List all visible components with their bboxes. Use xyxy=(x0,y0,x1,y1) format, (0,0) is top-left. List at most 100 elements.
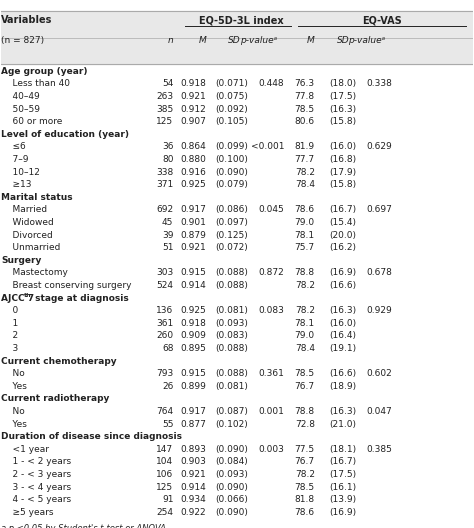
Text: Marital status: Marital status xyxy=(1,193,73,202)
Text: M: M xyxy=(199,36,206,45)
Text: (17.5): (17.5) xyxy=(329,470,356,479)
Text: 0.921: 0.921 xyxy=(181,92,206,101)
Text: 0.864: 0.864 xyxy=(181,143,206,152)
Text: (0.090): (0.090) xyxy=(215,508,248,517)
Text: Mastectomy: Mastectomy xyxy=(1,268,68,277)
Text: (16.4): (16.4) xyxy=(329,332,356,341)
Text: 0.917: 0.917 xyxy=(181,205,206,214)
Text: 78.1: 78.1 xyxy=(295,231,315,240)
Text: (21.0): (21.0) xyxy=(329,420,356,429)
Text: 78.8: 78.8 xyxy=(295,268,315,277)
Text: <1 year: <1 year xyxy=(1,445,49,454)
Text: (0.099): (0.099) xyxy=(215,143,248,152)
Text: 40–49: 40–49 xyxy=(1,92,40,101)
Text: 78.8: 78.8 xyxy=(295,407,315,416)
Text: p-valueᵃ: p-valueᵃ xyxy=(348,36,385,45)
Text: 0.918: 0.918 xyxy=(181,79,206,88)
Text: 0.925: 0.925 xyxy=(181,180,206,189)
Text: 77.8: 77.8 xyxy=(295,92,315,101)
Text: 0.921: 0.921 xyxy=(181,243,206,252)
Text: Surgery: Surgery xyxy=(1,256,42,265)
Text: 78.2: 78.2 xyxy=(295,306,315,315)
Text: 3: 3 xyxy=(1,344,18,353)
Text: (16.2): (16.2) xyxy=(329,243,356,252)
Text: (0.086): (0.086) xyxy=(215,205,248,214)
Text: 0.047: 0.047 xyxy=(367,407,392,416)
Text: 0.915: 0.915 xyxy=(181,369,206,378)
Text: 79.0: 79.0 xyxy=(295,218,315,227)
Text: (0.090): (0.090) xyxy=(215,445,248,454)
Text: 0.895: 0.895 xyxy=(181,344,206,353)
Text: 51: 51 xyxy=(162,243,173,252)
Text: Level of education (year): Level of education (year) xyxy=(1,130,129,139)
Text: (16.7): (16.7) xyxy=(329,205,356,214)
Text: (0.084): (0.084) xyxy=(215,457,248,466)
Text: SD: SD xyxy=(228,36,241,45)
Text: 1: 1 xyxy=(1,319,18,328)
Text: 78.4: 78.4 xyxy=(295,344,315,353)
Text: (0.066): (0.066) xyxy=(215,495,248,504)
Text: 78.6: 78.6 xyxy=(295,508,315,517)
Text: (0.105): (0.105) xyxy=(215,117,248,126)
Text: (16.3): (16.3) xyxy=(329,407,356,416)
Text: 39: 39 xyxy=(162,231,173,240)
Text: 77.5: 77.5 xyxy=(295,445,315,454)
Text: (15.8): (15.8) xyxy=(329,180,356,189)
Text: 91: 91 xyxy=(162,495,173,504)
Text: (0.100): (0.100) xyxy=(215,155,248,164)
Text: 793: 793 xyxy=(156,369,173,378)
Text: 0.907: 0.907 xyxy=(181,117,206,126)
Text: Married: Married xyxy=(1,205,47,214)
Text: (16.6): (16.6) xyxy=(329,281,356,290)
Text: 78.2: 78.2 xyxy=(295,167,315,176)
Text: (0.087): (0.087) xyxy=(215,407,248,416)
Text: No: No xyxy=(1,369,25,378)
Text: 125: 125 xyxy=(156,117,173,126)
Text: M: M xyxy=(307,36,315,45)
Text: (0.071): (0.071) xyxy=(215,79,248,88)
Text: (16.9): (16.9) xyxy=(329,508,356,517)
Text: 0.877: 0.877 xyxy=(181,420,206,429)
Text: (20.0): (20.0) xyxy=(329,231,356,240)
Text: (0.093): (0.093) xyxy=(215,470,248,479)
Text: 0: 0 xyxy=(1,306,18,315)
Text: 0.879: 0.879 xyxy=(181,231,206,240)
Text: 75.7: 75.7 xyxy=(295,243,315,252)
Text: AJCC 7: AJCC 7 xyxy=(1,294,35,303)
Text: 0.361: 0.361 xyxy=(258,369,284,378)
Text: Divorced: Divorced xyxy=(1,231,53,240)
Text: Breast conserving surgery: Breast conserving surgery xyxy=(1,281,132,290)
Text: 136: 136 xyxy=(156,306,173,315)
Text: 524: 524 xyxy=(156,281,173,290)
Text: 303: 303 xyxy=(156,268,173,277)
Text: (0.125): (0.125) xyxy=(215,231,248,240)
Text: 54: 54 xyxy=(162,79,173,88)
Text: (16.7): (16.7) xyxy=(329,457,356,466)
Text: 2 - < 3 years: 2 - < 3 years xyxy=(1,470,72,479)
Text: 79.0: 79.0 xyxy=(295,332,315,341)
Text: 55: 55 xyxy=(162,420,173,429)
Text: (0.093): (0.093) xyxy=(215,319,248,328)
Text: 77.7: 77.7 xyxy=(295,155,315,164)
Text: Yes: Yes xyxy=(1,382,27,391)
Text: 78.5: 78.5 xyxy=(295,369,315,378)
Text: (0.088): (0.088) xyxy=(215,344,248,353)
Text: (0.083): (0.083) xyxy=(215,332,248,341)
Text: 80.6: 80.6 xyxy=(295,117,315,126)
Text: (0.079): (0.079) xyxy=(215,180,248,189)
Text: SD: SD xyxy=(337,36,349,45)
Text: 0.602: 0.602 xyxy=(367,369,392,378)
Text: 0.083: 0.083 xyxy=(258,306,284,315)
Text: n: n xyxy=(168,36,173,45)
Text: 0.629: 0.629 xyxy=(367,143,392,152)
Text: 0.899: 0.899 xyxy=(181,382,206,391)
Text: 0.914: 0.914 xyxy=(181,281,206,290)
Text: stage at diagnosis: stage at diagnosis xyxy=(32,294,129,303)
Text: (19.1): (19.1) xyxy=(329,344,356,353)
Text: 0.001: 0.001 xyxy=(258,407,284,416)
Text: 76.7: 76.7 xyxy=(295,457,315,466)
Text: 2: 2 xyxy=(1,332,18,341)
Text: (18.9): (18.9) xyxy=(329,382,356,391)
Text: Yes: Yes xyxy=(1,420,27,429)
Text: (0.102): (0.102) xyxy=(215,420,248,429)
